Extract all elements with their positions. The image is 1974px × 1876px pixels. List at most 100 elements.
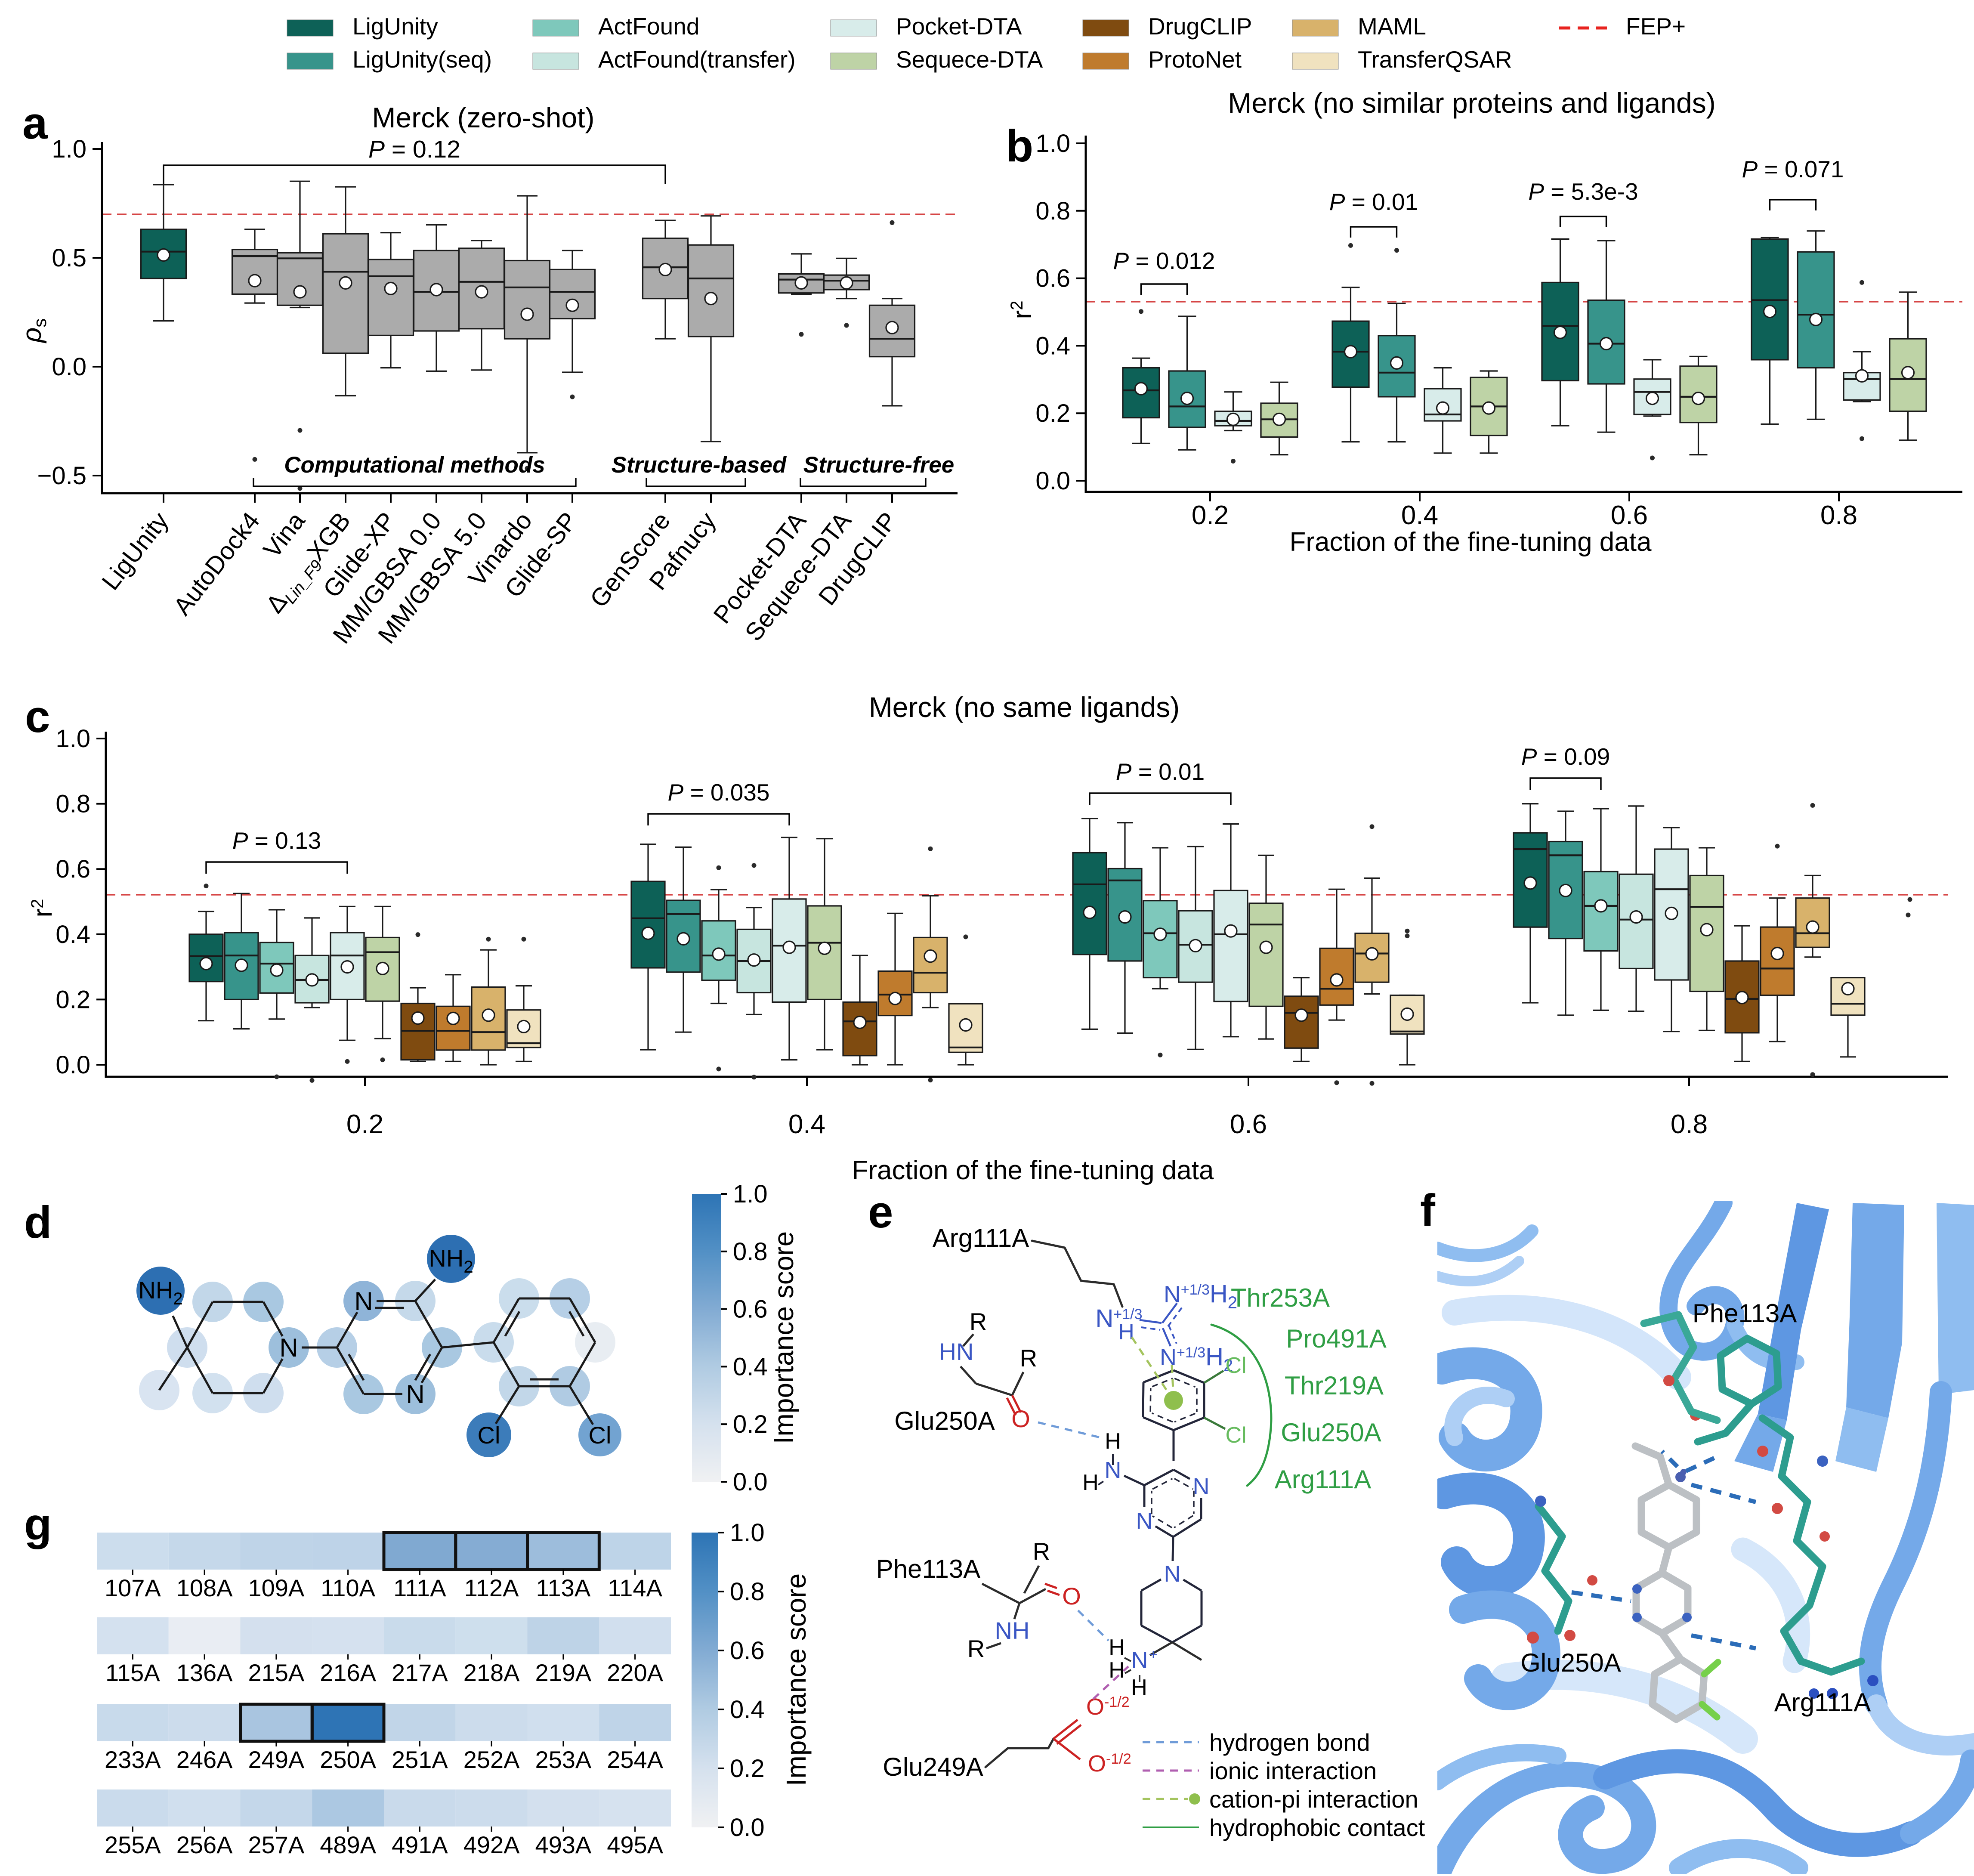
- svg-text:a: a: [22, 98, 48, 148]
- svg-text:O: O: [1011, 1405, 1030, 1432]
- svg-text:0.0: 0.0: [1035, 467, 1070, 495]
- svg-text:0.2: 0.2: [1035, 399, 1070, 427]
- svg-text:H: H: [1105, 1429, 1121, 1454]
- svg-text:TransferQSAR: TransferQSAR: [1358, 46, 1512, 73]
- svg-text:0.2: 0.2: [1192, 501, 1229, 530]
- svg-text:N: N: [354, 1287, 373, 1316]
- svg-text:c: c: [25, 692, 50, 742]
- svg-text:251A: 251A: [392, 1746, 448, 1773]
- svg-text:Cl: Cl: [589, 1422, 612, 1449]
- svg-text:0.4: 0.4: [1035, 332, 1070, 360]
- svg-text:113A: 113A: [536, 1574, 591, 1601]
- svg-text:Arg111A: Arg111A: [933, 1224, 1029, 1252]
- svg-text:0.6: 0.6: [1035, 265, 1070, 293]
- svg-text:215A: 215A: [248, 1659, 304, 1686]
- svg-text:hydrophobic contact: hydrophobic contact: [1209, 1814, 1425, 1841]
- svg-text:+: +: [1149, 1647, 1158, 1663]
- svg-text:Structure-free: Structure-free: [803, 452, 954, 478]
- svg-text:LigUnity: LigUnity: [352, 13, 438, 40]
- svg-text:e: e: [868, 1187, 893, 1237]
- svg-text:Glu250A: Glu250A: [894, 1406, 995, 1435]
- svg-text:0.6: 0.6: [1611, 501, 1648, 530]
- svg-text:Phe113A: Phe113A: [876, 1555, 980, 1583]
- svg-text:252A: 252A: [463, 1746, 520, 1773]
- svg-text:256A: 256A: [176, 1831, 233, 1858]
- svg-text:N: N: [1164, 1561, 1181, 1587]
- svg-text:0.4: 0.4: [733, 1353, 768, 1381]
- svg-text:P = 0.035: P = 0.035: [667, 779, 769, 806]
- svg-text:H: H: [1109, 1635, 1125, 1660]
- svg-text:f: f: [1420, 1185, 1436, 1236]
- svg-text:P = 0.12: P = 0.12: [368, 136, 460, 163]
- svg-text:0.5: 0.5: [52, 244, 86, 272]
- svg-text:0.6: 0.6: [733, 1295, 768, 1323]
- svg-text:R: R: [970, 1308, 987, 1335]
- svg-text:ProtoNet: ProtoNet: [1148, 46, 1242, 73]
- svg-text:NH: NH: [995, 1617, 1030, 1644]
- svg-text:108A: 108A: [176, 1574, 233, 1601]
- svg-text:489A: 489A: [320, 1831, 376, 1858]
- svg-text:257A: 257A: [248, 1831, 304, 1858]
- svg-text:246A: 246A: [176, 1746, 233, 1773]
- svg-text:Cl: Cl: [478, 1422, 500, 1449]
- svg-text:P = 0.012: P = 0.012: [1113, 247, 1215, 274]
- svg-text:136A: 136A: [176, 1659, 233, 1686]
- svg-text:Glu250A: Glu250A: [1281, 1418, 1381, 1447]
- svg-text:Cl: Cl: [1225, 1423, 1246, 1448]
- svg-text:ionic interaction: ionic interaction: [1209, 1757, 1377, 1784]
- svg-text:0.4: 0.4: [1401, 501, 1438, 530]
- svg-text:H: H: [1109, 1658, 1125, 1683]
- svg-text:N: N: [406, 1380, 424, 1409]
- svg-text:P = 0.071: P = 0.071: [1742, 156, 1844, 182]
- svg-text:ρs: ρs: [17, 318, 50, 344]
- svg-text:H: H: [1118, 1320, 1134, 1344]
- svg-text:0.0: 0.0: [56, 1051, 90, 1079]
- svg-text:111A: 111A: [393, 1574, 446, 1601]
- svg-text:0.6: 0.6: [730, 1637, 765, 1665]
- svg-text:P = 0.13: P = 0.13: [232, 827, 321, 854]
- svg-text:Computational methods: Computational methods: [284, 452, 545, 478]
- svg-text:b: b: [1006, 121, 1033, 171]
- svg-text:233A: 233A: [105, 1746, 161, 1773]
- svg-text:P = 5.3e-3: P = 5.3e-3: [1528, 178, 1638, 205]
- svg-text:1.0: 1.0: [1035, 130, 1070, 158]
- svg-text:115A: 115A: [105, 1659, 160, 1686]
- svg-text:d: d: [24, 1197, 52, 1248]
- svg-text:250A: 250A: [320, 1746, 376, 1773]
- svg-text:hydrogen bond: hydrogen bond: [1209, 1729, 1370, 1756]
- svg-text:Sequece-DTA: Sequece-DTA: [896, 46, 1043, 73]
- svg-text:N: N: [279, 1333, 298, 1362]
- svg-text:253A: 253A: [535, 1746, 591, 1773]
- svg-text:0.6: 0.6: [1230, 1110, 1267, 1139]
- svg-text:ActFound(transfer): ActFound(transfer): [598, 46, 796, 73]
- svg-text:0.2: 0.2: [730, 1755, 765, 1783]
- svg-text:491A: 491A: [392, 1831, 448, 1858]
- svg-text:0.8: 0.8: [1671, 1110, 1708, 1139]
- svg-text:0.6: 0.6: [56, 855, 90, 883]
- svg-text:216A: 216A: [320, 1659, 376, 1686]
- svg-text:107A: 107A: [105, 1574, 161, 1601]
- svg-text:0.2: 0.2: [56, 986, 90, 1014]
- svg-text:Thr253A: Thr253A: [1231, 1283, 1330, 1312]
- svg-text:492A: 492A: [463, 1831, 520, 1858]
- svg-text:0.4: 0.4: [730, 1696, 765, 1724]
- svg-text:254A: 254A: [607, 1746, 663, 1773]
- svg-text:255A: 255A: [105, 1831, 161, 1858]
- svg-text:Importance score: Importance score: [768, 1231, 799, 1444]
- svg-text:110A: 110A: [321, 1574, 375, 1601]
- svg-text:1.0: 1.0: [730, 1519, 765, 1547]
- svg-text:P = 0.01: P = 0.01: [1329, 189, 1418, 215]
- svg-text:0.2: 0.2: [346, 1110, 383, 1139]
- svg-text:1.0: 1.0: [52, 135, 86, 163]
- svg-text:0.8: 0.8: [1820, 501, 1857, 530]
- svg-text:Merck (no similar proteins and: Merck (no similar proteins and ligands): [1228, 87, 1715, 119]
- svg-text:R: R: [967, 1635, 985, 1662]
- svg-text:Structure-based: Structure-based: [612, 452, 787, 478]
- svg-text:P = 0.09: P = 0.09: [1521, 743, 1610, 770]
- svg-text:0.0: 0.0: [730, 1814, 765, 1842]
- svg-text:LigUnity(seq): LigUnity(seq): [352, 46, 492, 73]
- svg-text:FEP+: FEP+: [1626, 13, 1686, 40]
- svg-text:Arg111A: Arg111A: [1275, 1465, 1372, 1494]
- svg-text:Merck (zero-shot): Merck (zero-shot): [372, 102, 594, 133]
- svg-text:218A: 218A: [463, 1659, 520, 1686]
